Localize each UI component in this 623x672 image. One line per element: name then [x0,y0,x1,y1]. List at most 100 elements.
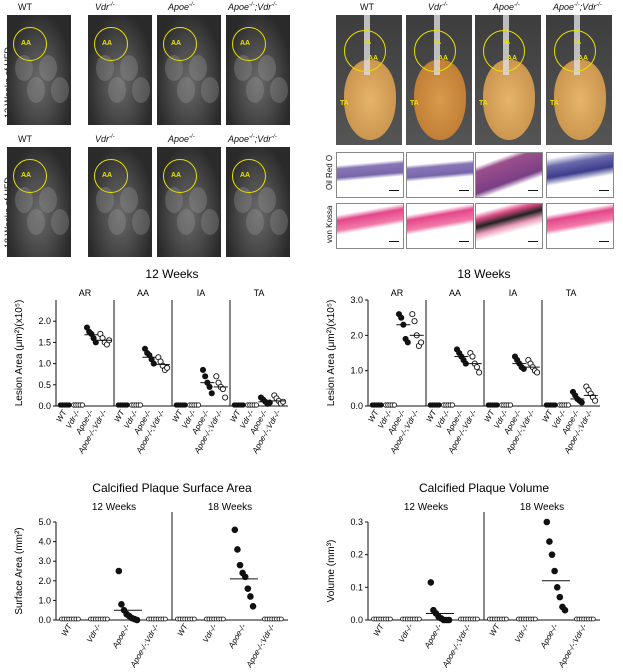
data-point [133,616,141,624]
roi-circle [163,159,197,193]
x-tick-label: Vdr-/- [513,622,531,644]
data-point [474,616,480,622]
y-tick-label: 0.0 [38,401,51,411]
group-label: TA [254,288,265,298]
data-point [104,616,110,622]
data-point [191,616,197,622]
region-label-aa: AA [438,55,449,62]
roi-label: AA [171,40,182,47]
von-kossa-section [475,203,543,249]
region-label-ia: IA [434,39,441,46]
x-tick-label: WT [488,622,503,638]
x-tick-label: WT [372,622,387,638]
ct-scan-image: AA [7,15,71,125]
data-point [164,364,171,371]
data-point [118,601,125,608]
data-point [378,402,384,408]
data-point [266,399,273,406]
panel-label: 12 Weeks [404,502,448,513]
data-point [411,318,418,325]
von-kossa-section [406,203,474,249]
roi-circle [13,159,47,193]
data-point [590,616,596,622]
group-label: AA [449,288,461,298]
data-point [213,373,220,380]
panel-label: 12 Weeks [92,502,136,513]
x-tick-label: WT [60,622,75,638]
data-point [561,606,569,614]
y-tick-label: 1.5 [38,337,51,347]
data-point [416,616,422,622]
data-point [137,402,144,408]
y-tick-label: 0.0 [350,615,363,625]
chart-title: 12 Weeks [145,267,198,281]
chart-title: 18 Weeks [457,267,510,281]
roi-circle [13,27,47,61]
region-label-ta: TA [340,100,349,107]
y-tick-label: 1.0 [38,595,51,605]
data-point [449,402,456,408]
ct-scan-image: AA [157,15,221,125]
data-point [503,616,509,622]
data-point [236,561,244,569]
data-point [469,353,476,360]
group-label: AR [79,288,92,298]
roi-circle [163,27,197,61]
data-point [202,373,209,380]
x-tick-label: Vdr-/- [201,622,219,644]
data-point [551,567,558,575]
data-point [445,616,453,624]
group-label: TA [566,288,577,298]
y-axis-label: Volume (mm³) [326,540,337,603]
roi-circle [483,30,525,72]
roi-circle [94,159,128,193]
roi-label: AA [171,172,182,179]
data-point [534,369,541,376]
data-point [280,398,287,405]
data-point [208,390,215,397]
ct-col-apoe: Apoe-/- [168,2,195,12]
group-label: IA [509,288,518,298]
x-tick-label: WT [176,622,191,638]
von-kossa-section [546,203,614,249]
region-label-ta: TA [479,100,488,107]
oil-red-o-section [336,152,404,198]
data-point [553,584,561,591]
data-point [404,339,411,346]
data-point [79,402,86,408]
y-tick-label: 0.1 [350,582,363,592]
y-tick-label: 4.0 [38,537,51,547]
region-label-ia: IA [364,39,371,46]
roi-circle [344,30,386,72]
y-tick-label: 2.0 [38,576,51,586]
ct-scan-image: AA [88,147,152,257]
ct-col-wt: WT [18,2,32,12]
data-point [195,402,202,408]
data-point [552,402,558,408]
x-tick-label: Apoe-/- [110,622,132,650]
data-point [240,402,246,408]
region-label-aa: AA [578,55,589,62]
data-point [532,616,538,622]
group-label: AR [391,288,404,298]
x-tick-label: Apoe-/-;Vdr-/- [556,622,589,669]
panel-label: 18 Weeks [520,502,564,513]
ct-scan-image: AA [7,147,71,257]
oil-red-o-section [546,152,614,198]
y-axis-label: Lesion Area (μm²)(x10⁵) [326,300,337,407]
data-point [578,399,585,406]
data-point [249,602,257,610]
data-point [115,567,123,575]
y-tick-label: 2.0 [350,330,363,340]
data-point [548,551,556,558]
data-point [278,616,284,622]
roi-label: AA [240,172,251,179]
data-point [182,402,188,408]
oil-red-o-section [406,152,474,198]
data-point [199,366,207,374]
roi-circle [414,30,456,72]
data-point [546,538,553,545]
roi-label: AA [21,172,32,179]
data-point [427,579,435,586]
x-tick-label: Apoe-/-;Vdr-/- [128,622,161,669]
